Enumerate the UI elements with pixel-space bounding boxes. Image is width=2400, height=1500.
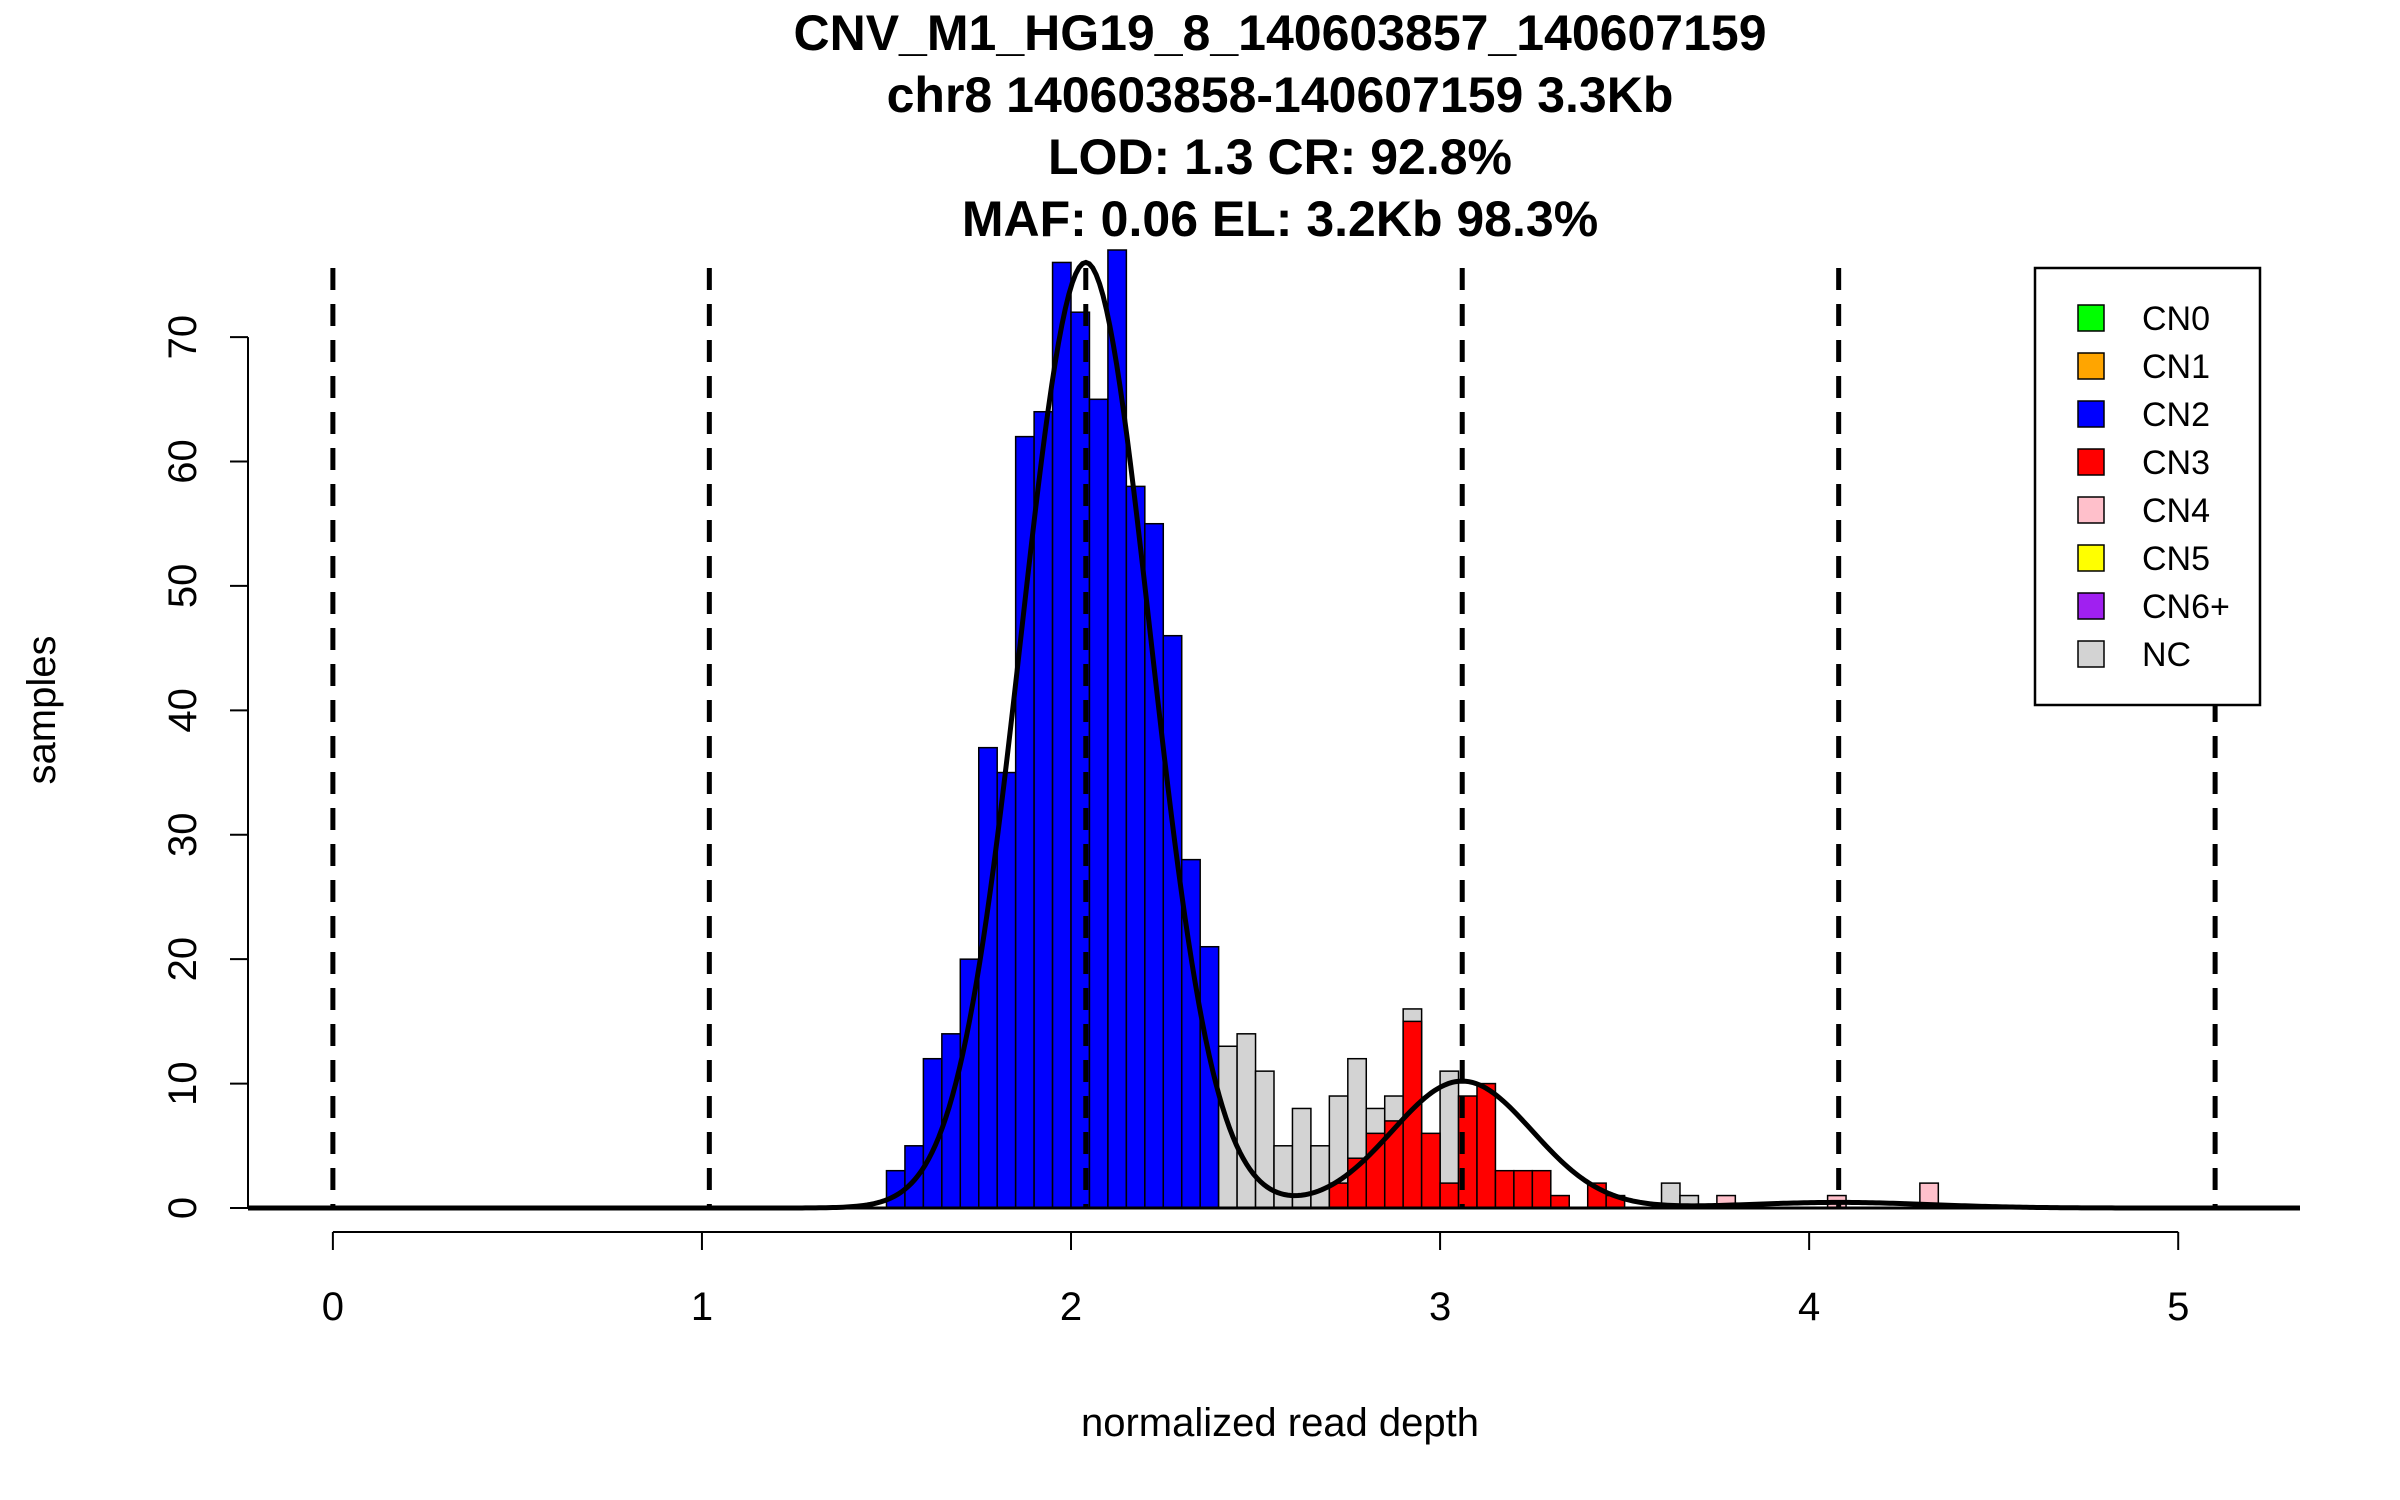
bar-cn2 <box>1107 249 1128 1209</box>
bar-cn3 <box>1439 1182 1460 1209</box>
y-tick-label-40: 40 <box>161 688 205 733</box>
gaussian-fit-curve <box>248 259 2300 1211</box>
bar-nc <box>1310 1145 1331 1209</box>
legend: CN0 CN1 CN2 CN3 CN4 CN5 CN6+ NC <box>2033 266 2262 707</box>
bar-cn2 <box>1162 634 1183 1209</box>
x-tick-label-0: 0 <box>322 1285 344 1329</box>
y-tick-label-30: 30 <box>161 813 205 858</box>
bar-cn2 <box>1088 398 1109 1209</box>
bar-cn2 <box>977 746 998 1209</box>
bar-nc <box>1273 1145 1294 1209</box>
title-line-1: CNV_M1_HG19_8_140603857_140607159 <box>793 5 1766 61</box>
y-tick-label-70: 70 <box>161 315 205 360</box>
legend-label-cn4: CN4 <box>2142 492 2210 530</box>
legend-label-cn6plus: CN6+ <box>2142 588 2230 626</box>
x-tick-label-2: 2 <box>1060 1285 1082 1329</box>
y-tick-label-60: 60 <box>161 439 205 484</box>
legend-swatch-cn2 <box>2077 400 2105 428</box>
y-axis: 0 10 20 30 40 50 60 70 <box>161 315 249 1219</box>
y-tick-label-20: 20 <box>161 937 205 982</box>
legend-label-cn2: CN2 <box>2142 396 2210 434</box>
bar-cn2 <box>996 771 1017 1209</box>
bar-cn3 <box>1420 1132 1441 1209</box>
legend-label-cn0: CN0 <box>2142 300 2210 338</box>
x-axis: 0 1 2 3 4 5 <box>322 1231 2189 1329</box>
x-axis-label: normalized read depth <box>1081 1401 1479 1445</box>
bar-cn3 <box>1513 1169 1534 1209</box>
histogram-bars <box>248 249 2300 1210</box>
copy-number-boundaries <box>330 268 2218 1208</box>
legend-label-cn3: CN3 <box>2142 444 2210 482</box>
fit-curves <box>248 259 2300 1211</box>
legend-box <box>2033 266 2262 707</box>
legend-label-cn5: CN5 <box>2142 540 2210 578</box>
y-tick-label-0: 0 <box>161 1197 205 1219</box>
legend-label-nc: NC <box>2142 636 2191 674</box>
y-tick-label-50: 50 <box>161 564 205 609</box>
chart-title: CNV_M1_HG19_8_140603857_140607159 chr8 1… <box>793 5 1766 247</box>
y-tick-label-10: 10 <box>161 1061 205 1106</box>
legend-swatch-cn5 <box>2077 544 2105 572</box>
y-axis-label: samples <box>20 636 64 785</box>
legend-swatch-cn0 <box>2077 304 2105 332</box>
title-line-2: chr8 140603858-140607159 3.3Kb <box>887 67 1674 123</box>
bar-cn3 <box>1550 1194 1571 1209</box>
title-line-4: MAF: 0.06 EL: 3.2Kb 98.3% <box>962 191 1598 247</box>
x-tick-label-3: 3 <box>1429 1285 1451 1329</box>
bar-cn3 <box>1531 1169 1552 1209</box>
legend-label-cn1: CN1 <box>2142 348 2210 386</box>
bar-cn2 <box>1051 261 1072 1209</box>
bar-cn3 <box>1476 1082 1497 1209</box>
legend-swatch-cn6plus <box>2077 592 2105 620</box>
bar-nc <box>1236 1033 1257 1209</box>
legend-swatch-cn3 <box>2077 448 2105 476</box>
legend-swatch-cn4 <box>2077 496 2105 524</box>
bar-cn2 <box>1033 410 1054 1209</box>
legend-swatch-cn1 <box>2077 352 2105 380</box>
title-line-3: LOD: 1.3 CR: 92.8% <box>1048 129 1512 185</box>
bar-cn3 <box>1494 1169 1515 1209</box>
x-tick-label-5: 5 <box>2167 1285 2189 1329</box>
x-tick-label-1: 1 <box>691 1285 713 1329</box>
bar-cn2 <box>1125 485 1146 1209</box>
legend-swatch-nc <box>2077 640 2105 668</box>
x-tick-label-4: 4 <box>1798 1285 1820 1329</box>
